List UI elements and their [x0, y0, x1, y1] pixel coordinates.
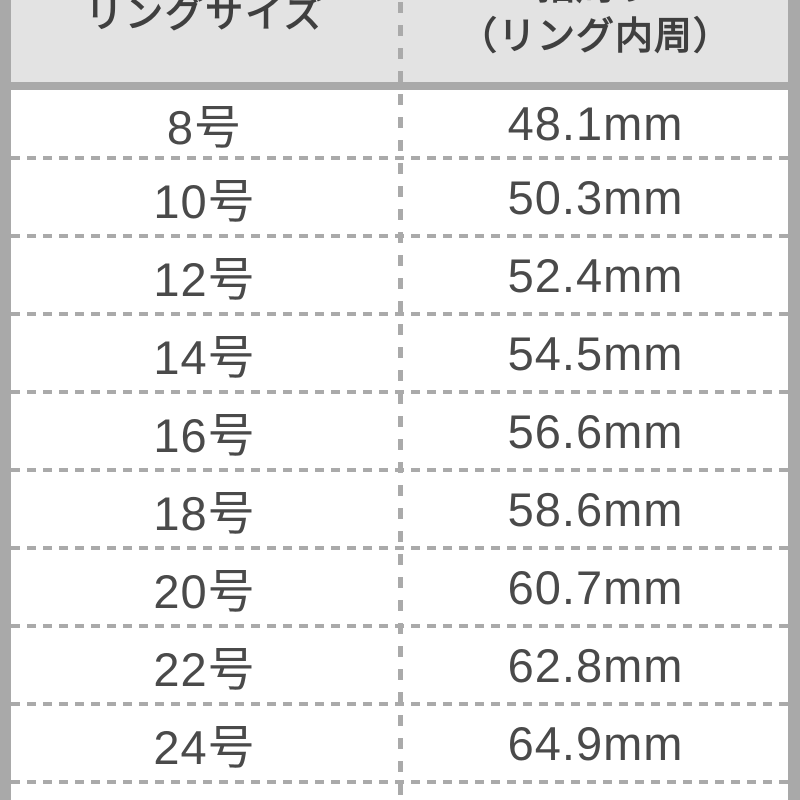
header-circumference-label: 指周り （リング内周） [403, 0, 788, 62]
circumference-cell: 52.4mm [507, 248, 684, 302]
header-circumference-line1: 指周り [403, 0, 788, 12]
ring-size-cell: 10号 [153, 174, 256, 228]
table-row: 14号 54.5mm [11, 316, 788, 390]
ring-size-cell: 20号 [153, 564, 256, 618]
column-divider [398, 2, 403, 800]
circumference-cell: 60.7mm [507, 560, 684, 614]
table-row: 18号 58.6mm [11, 472, 788, 546]
circumference-cell: 62.8mm [507, 638, 684, 692]
circumference-cell: 67.0mm [403, 794, 788, 800]
circumference-cell: 64.9mm [507, 716, 684, 770]
ring-size-cell: 8号 [166, 100, 243, 154]
ring-size-cell: 26号 [11, 787, 398, 800]
ring-size-cell: 22号 [153, 642, 256, 696]
table-row: 22号 62.8mm [11, 628, 788, 702]
table-row: 16号 56.6mm [11, 394, 788, 468]
header-underline [0, 82, 800, 90]
circumference-cell: 54.5mm [507, 326, 684, 380]
ring-size-cell: 18号 [153, 486, 256, 540]
ring-size-cell: 16号 [153, 408, 256, 462]
ring-size-cell: 12号 [153, 252, 256, 306]
header-ring-size-label: リングサイズ [85, 0, 324, 36]
circumference-cell: 50.3mm [507, 170, 684, 224]
table-row: 26号 67.0mm [11, 784, 788, 800]
circumference-cell: 56.6mm [507, 404, 684, 458]
table-right-border [788, 0, 800, 800]
table-row: 8号 48.1mm [11, 90, 788, 156]
table-row: 24号 64.9mm [11, 706, 788, 780]
header-circumference-line2: （リング内周） [458, 16, 732, 58]
table-left-border [0, 0, 11, 800]
table-row: 10号 50.3mm [11, 160, 788, 234]
ring-size-cell: 14号 [153, 330, 256, 384]
ring-size-cell: 24号 [153, 720, 256, 774]
table-row: 12号 52.4mm [11, 238, 788, 312]
circumference-cell: 48.1mm [507, 96, 684, 150]
circumference-cell: 58.6mm [507, 482, 684, 536]
table-row: 20号 60.7mm [11, 550, 788, 624]
